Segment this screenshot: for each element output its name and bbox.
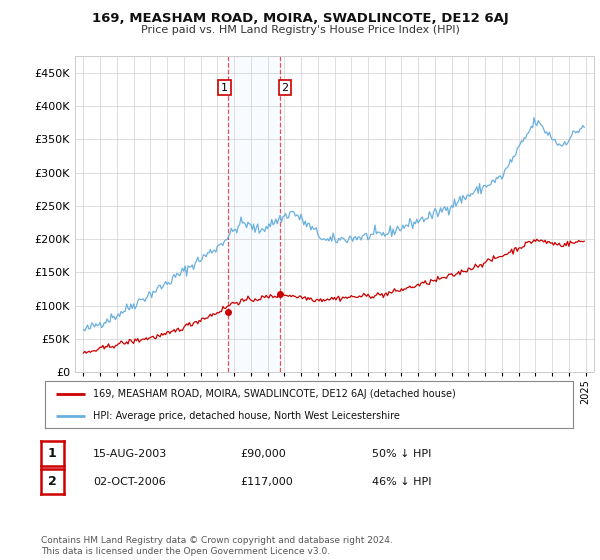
Text: 169, MEASHAM ROAD, MOIRA, SWADLINCOTE, DE12 6AJ (detached house): 169, MEASHAM ROAD, MOIRA, SWADLINCOTE, D…: [92, 389, 455, 399]
Text: 2: 2: [48, 475, 56, 488]
Text: £90,000: £90,000: [240, 449, 286, 459]
Text: 15-AUG-2003: 15-AUG-2003: [93, 449, 167, 459]
Text: 1: 1: [221, 83, 228, 92]
Text: HPI: Average price, detached house, North West Leicestershire: HPI: Average price, detached house, Nort…: [92, 410, 400, 421]
Bar: [227, 56, 280, 372]
Text: Price paid vs. HM Land Registry's House Price Index (HPI): Price paid vs. HM Land Registry's House …: [140, 25, 460, 35]
Text: Contains HM Land Registry data © Crown copyright and database right 2024.
This d: Contains HM Land Registry data © Crown c…: [41, 536, 392, 556]
Text: £117,000: £117,000: [240, 477, 293, 487]
Text: 02-OCT-2006: 02-OCT-2006: [93, 477, 166, 487]
Text: 2: 2: [281, 83, 289, 92]
Text: 50% ↓ HPI: 50% ↓ HPI: [372, 449, 431, 459]
Text: 1: 1: [48, 447, 56, 460]
Text: 169, MEASHAM ROAD, MOIRA, SWADLINCOTE, DE12 6AJ: 169, MEASHAM ROAD, MOIRA, SWADLINCOTE, D…: [92, 12, 508, 25]
Text: 46% ↓ HPI: 46% ↓ HPI: [372, 477, 431, 487]
